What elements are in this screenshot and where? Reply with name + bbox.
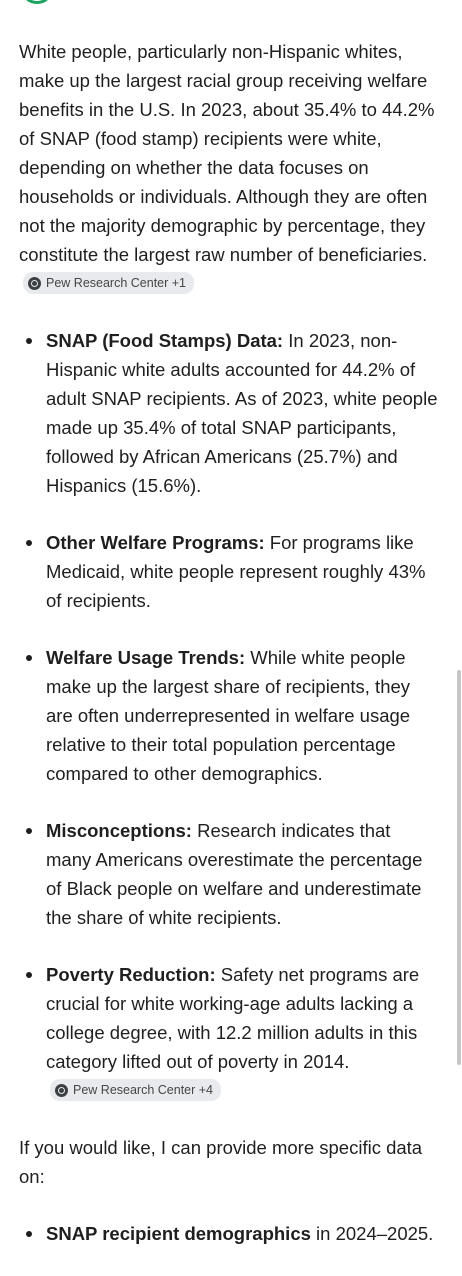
list-item-title: SNAP (Food Stamps) Data: — [46, 330, 284, 351]
intro-paragraph: White people, particularly non-Hispanic … — [19, 37, 439, 298]
list-item-text: Research indicates that many Americans o… — [46, 820, 423, 928]
response-body: White people, particularly non-Hispanic … — [19, 37, 439, 1276]
list-item-text: In 2023, non-Hispanic white adults accou… — [46, 330, 438, 496]
findings-list: SNAP (Food Stamps) Data: In 2023, non-Hi… — [19, 326, 439, 1105]
list-item-text: Safety net programs are crucial for whit… — [46, 964, 420, 1072]
source-chip-label: Pew Research Center +1 — [46, 276, 187, 291]
list-item: Poverty Reduction: Safety net programs a… — [19, 960, 439, 1105]
source-chip[interactable]: Pew Research Center +1 — [23, 272, 195, 295]
source-chip-label: Pew Research Center +4 — [73, 1083, 214, 1098]
assistant-avatar-icon — [20, 0, 54, 4]
offer-paragraph: If you would like, I can provide more sp… — [19, 1137, 423, 1187]
list-item-title: Poverty Reduction: — [46, 964, 216, 985]
list-item: Other Welfare Programs: For programs lik… — [19, 528, 439, 615]
source-chip[interactable]: Pew Research Center +4 — [50, 1079, 222, 1102]
intro-text: White people, particularly non-Hispanic … — [19, 41, 435, 265]
list-item: SNAP (Food Stamps) Data: In 2023, non-Hi… — [19, 326, 439, 500]
scrollbar[interactable] — [457, 670, 461, 1065]
source-favicon-icon — [28, 276, 41, 290]
list-item-text: For programs like Medicaid, white people… — [46, 532, 426, 611]
list-item-title: Misconceptions: — [46, 820, 192, 841]
list-item-title: SNAP recipient demographics — [46, 1223, 311, 1244]
list-item-text: While white people make up the largest s… — [46, 647, 411, 784]
list-item-title: Welfare Usage Trends: — [46, 647, 246, 668]
list-item: Welfare Usage Trends: While white people… — [19, 643, 439, 788]
offer-list: SNAP recipient demographics in 2024–2025… — [19, 1219, 439, 1248]
list-item-text: in 2024–2025. — [310, 1223, 434, 1244]
list-item-title: Other Welfare Programs: — [46, 532, 265, 553]
list-item: Misconceptions: Research indicates that … — [19, 816, 439, 932]
list-item: SNAP recipient demographics in 2024–2025… — [19, 1219, 439, 1248]
source-favicon-icon — [55, 1083, 68, 1097]
